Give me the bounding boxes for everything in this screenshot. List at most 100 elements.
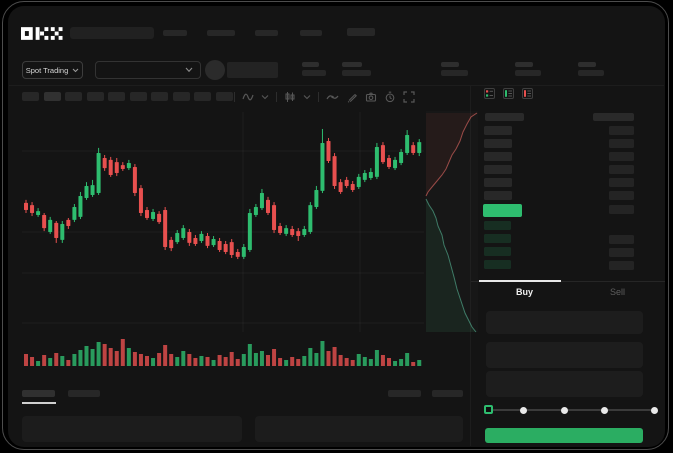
book-bid-amount[interactable] (609, 261, 634, 270)
history-table-placeholder (255, 416, 463, 442)
panel-divider (470, 86, 471, 446)
timeframe-pill[interactable] (65, 92, 82, 101)
nav-item[interactable] (300, 30, 322, 36)
stat-value-placeholder (302, 70, 326, 76)
tabs-divider (471, 281, 665, 282)
nav-item[interactable] (163, 30, 187, 36)
timeframe-pill[interactable] (151, 92, 168, 101)
orders-table-placeholder (22, 416, 242, 442)
header-divider (9, 85, 664, 86)
pair-name-placeholder[interactable] (227, 62, 278, 78)
stat-value-placeholder (441, 70, 468, 76)
bottom-action-placeholder[interactable] (388, 390, 421, 397)
book-bid-amount[interactable] (609, 248, 634, 257)
okx-logo[interactable]: OKX (21, 27, 63, 40)
book-ask-amount[interactable] (609, 191, 634, 200)
book-ask-amount[interactable] (609, 178, 634, 187)
book-asks-view-icon[interactable] (522, 88, 533, 99)
buy-submit-button[interactable] (485, 428, 643, 443)
stat-label-placeholder (578, 62, 596, 67)
stat-value-placeholder (578, 70, 604, 76)
bottom-tab-history[interactable] (68, 390, 100, 397)
stat-value-placeholder (515, 70, 541, 76)
book-ask-amount[interactable] (609, 152, 634, 161)
nav-item[interactable] (255, 30, 278, 36)
slider-stop[interactable] (601, 407, 608, 414)
timeframe-pill[interactable] (43, 92, 61, 101)
toolbar-divider (234, 91, 235, 102)
timer-icon[interactable] (384, 91, 396, 103)
tab-sell[interactable]: Sell (571, 287, 664, 297)
active-tab-underline (479, 280, 561, 282)
search-input[interactable] (70, 27, 154, 39)
chart-style-icon[interactable] (242, 91, 254, 103)
slider-stop[interactable] (651, 407, 658, 414)
candle-interval-icon[interactable] (284, 91, 296, 103)
app-window: OKX Spot Trading (8, 6, 665, 447)
book-ask-row[interactable] (484, 178, 512, 187)
stat-label-placeholder (342, 62, 362, 67)
book-column-header-price (485, 113, 524, 121)
timeframe-pill[interactable] (129, 92, 147, 101)
chevron-down-icon[interactable] (303, 94, 311, 100)
book-both-view-icon[interactable] (484, 88, 495, 99)
stat-label-placeholder (515, 62, 533, 67)
book-bid-row[interactable] (484, 247, 511, 256)
indicator-line-icon[interactable] (326, 91, 339, 103)
timeframe-pill[interactable] (194, 92, 211, 101)
book-column-header-amount (593, 113, 634, 121)
book-ask-amount[interactable] (609, 126, 634, 135)
stat-value-placeholder (342, 70, 371, 76)
pair-dropdown[interactable] (95, 61, 201, 79)
price-field[interactable] (486, 342, 643, 368)
bottom-action-placeholder[interactable] (432, 390, 463, 397)
slider-stop[interactable] (520, 407, 527, 414)
last-price-badge[interactable] (483, 204, 522, 217)
book-ask-amount[interactable] (609, 139, 634, 148)
toolbar-divider (276, 91, 277, 102)
market-type-selector[interactable]: Spot Trading (22, 61, 83, 79)
book-ask-row[interactable] (484, 165, 512, 174)
timeframe-pill[interactable] (86, 92, 104, 101)
chevron-down-icon[interactable] (261, 94, 269, 100)
okx-logo-icon (21, 27, 63, 40)
tab-buy[interactable]: Buy (478, 287, 571, 297)
timeframe-pill[interactable] (172, 92, 190, 101)
order-type-field[interactable] (486, 311, 643, 334)
book-amount[interactable] (609, 205, 634, 214)
book-ask-row[interactable] (484, 139, 512, 148)
book-ask-amount[interactable] (609, 165, 634, 174)
nav-item[interactable] (347, 28, 375, 36)
amount-field[interactable] (486, 371, 643, 397)
amount-slider-track[interactable] (492, 409, 654, 411)
slider-handle[interactable] (484, 405, 493, 414)
book-bid-amount[interactable] (609, 235, 634, 244)
timeframe-pill[interactable] (22, 92, 39, 101)
book-bid-row[interactable] (484, 260, 511, 269)
book-ask-row[interactable] (484, 191, 512, 200)
toolbar-divider (318, 91, 319, 102)
chevron-down-icon (72, 68, 79, 72)
orderbook-view-toggles (484, 88, 533, 99)
nav-item[interactable] (207, 30, 235, 36)
book-bid-row[interactable] (484, 221, 511, 230)
stat-label-placeholder (441, 62, 459, 67)
chart-tools (234, 90, 415, 103)
slider-stop[interactable] (561, 407, 568, 414)
coin-avatar (205, 60, 225, 80)
book-bid-row[interactable] (484, 234, 511, 243)
timeframe-pill[interactable] (108, 92, 125, 101)
book-bids-view-icon[interactable] (503, 88, 514, 99)
camera-icon[interactable] (365, 91, 377, 103)
book-ask-row[interactable] (484, 126, 512, 135)
timeframe-pill[interactable] (215, 92, 233, 101)
tab-sell-label: Sell (609, 287, 625, 297)
stat-label-placeholder (302, 62, 319, 67)
draw-pencil-icon[interactable] (346, 91, 358, 103)
fullscreen-icon[interactable] (403, 90, 415, 103)
book-ask-row[interactable] (484, 152, 512, 161)
candlestick-chart[interactable] (8, 6, 665, 447)
bottom-tab-orders[interactable] (22, 390, 55, 397)
